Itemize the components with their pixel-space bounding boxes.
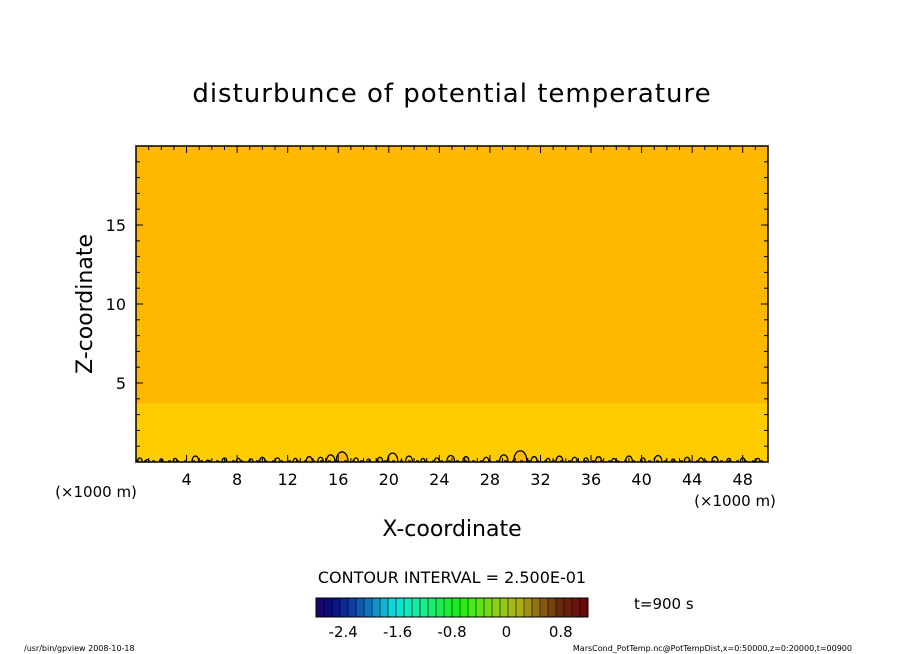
x-unit-label: (×1000 m): [694, 492, 776, 510]
contour-blob: [755, 457, 761, 463]
x-tick-label: 16: [328, 470, 348, 489]
contour-blob: [512, 450, 528, 463]
field-regions: [136, 146, 768, 462]
colorbar-cell: [428, 598, 437, 617]
colorbar-cell: [356, 598, 365, 617]
x-tick-label: 8: [232, 470, 242, 489]
footer-right: MarsCond_PotTemp.nc@PotTempDist,x=0:5000…: [573, 644, 852, 653]
colorbar-cell: [548, 598, 557, 617]
colorbar-tick-label: 0.8: [549, 623, 573, 641]
y-tick-label: 10: [106, 295, 126, 314]
colorbar-cell: [316, 598, 325, 617]
y-axis-label: Z-coordinate: [73, 234, 98, 374]
contour-blob: [446, 454, 456, 463]
contour-blob: [670, 458, 676, 463]
x-tick-label: 44: [682, 470, 702, 489]
colorbar-cell: [484, 598, 493, 617]
contour-blob: [582, 457, 590, 463]
colorbar-cell: [556, 598, 565, 617]
x-tick-labels: 4 8 12 16 20 24 28 32 36 40 44 48: [181, 470, 752, 489]
colorbar-tick-label: -2.4: [329, 623, 358, 641]
colorbar-cell: [508, 598, 517, 617]
colorbar-cell: [396, 598, 405, 617]
colorbar-cell: [540, 598, 549, 617]
colorbar: [315, 598, 589, 617]
contour-blob: [317, 456, 324, 463]
contour-blob: [325, 454, 336, 463]
contour-blob: [624, 455, 634, 463]
x-tick-label: 12: [278, 470, 298, 489]
colorbar-cell: [444, 598, 453, 617]
colorbar-cell: [580, 598, 589, 617]
colorbar-cell: [500, 598, 509, 617]
y-tick-labels: 5 10 15: [106, 216, 126, 393]
colorbar-tick-label: -1.6: [383, 623, 412, 641]
x-tick-label: 40: [631, 470, 651, 489]
colorbar-cell: [380, 598, 389, 617]
colorbar-cell: [420, 598, 429, 617]
colorbar-cell: [476, 598, 485, 617]
colorbar-cell: [460, 598, 469, 617]
colorbar-tick-label: -0.8: [437, 623, 466, 641]
contour-blob: [404, 455, 414, 463]
field-region-0: [136, 403, 768, 462]
colorbar-cell: [412, 598, 421, 617]
colorbar-cell: [364, 598, 373, 617]
time-label: t=900 s: [634, 595, 694, 613]
colorbar-cell: [516, 598, 525, 617]
contour-blob: [335, 451, 349, 463]
colorbar-cell: [468, 598, 477, 617]
colorbar-tick-labels: -2.4 -1.6 -0.8 0 0.8: [329, 623, 573, 641]
axis-ticks: [136, 146, 768, 462]
colorbar-cell: [492, 598, 501, 617]
colorbar-frame: [315, 597, 589, 618]
colorbar-cell: [340, 598, 349, 617]
colorbar-cell: [348, 598, 357, 617]
y-unit-label: (×1000 m): [55, 483, 137, 501]
y-tick-label: 5: [116, 374, 126, 393]
x-tick-label: 24: [429, 470, 449, 489]
colorbar-cell: [388, 598, 397, 617]
colorbar-cell: [324, 598, 333, 617]
x-tick-label: 28: [480, 470, 500, 489]
x-tick-label: 4: [181, 470, 191, 489]
y-tick-label: 15: [106, 216, 126, 235]
x-tick-label: 20: [379, 470, 399, 489]
x-tick-label: 36: [581, 470, 601, 489]
colorbar-cell: [572, 598, 581, 617]
contour-blob: [386, 452, 399, 463]
x-tick-label: 48: [733, 470, 753, 489]
colorbar-cell: [532, 598, 541, 617]
colorbar-cell: [372, 598, 381, 617]
contour-blob: [498, 454, 509, 463]
chart-title: disturbunce of potential temperature: [192, 79, 711, 109]
colorbar-cell: [332, 598, 341, 617]
x-axis-label: X-coordinate: [382, 517, 521, 542]
contour-interval-label: CONTOUR INTERVAL = 2.500E-01: [318, 568, 586, 587]
footer-left: /usr/bin/gpview 2008-10-18: [24, 644, 135, 653]
colorbar-cell: [564, 598, 573, 617]
x-tick-label: 32: [530, 470, 550, 489]
colorbar-cell: [404, 598, 413, 617]
field-region-1: [136, 146, 768, 404]
contour-blob: [611, 457, 617, 463]
colorbar-cell: [452, 598, 461, 617]
colorbar-tick-label: 0: [502, 623, 512, 641]
colorbar-cell: [524, 598, 533, 617]
colorbar-cell: [436, 598, 445, 617]
